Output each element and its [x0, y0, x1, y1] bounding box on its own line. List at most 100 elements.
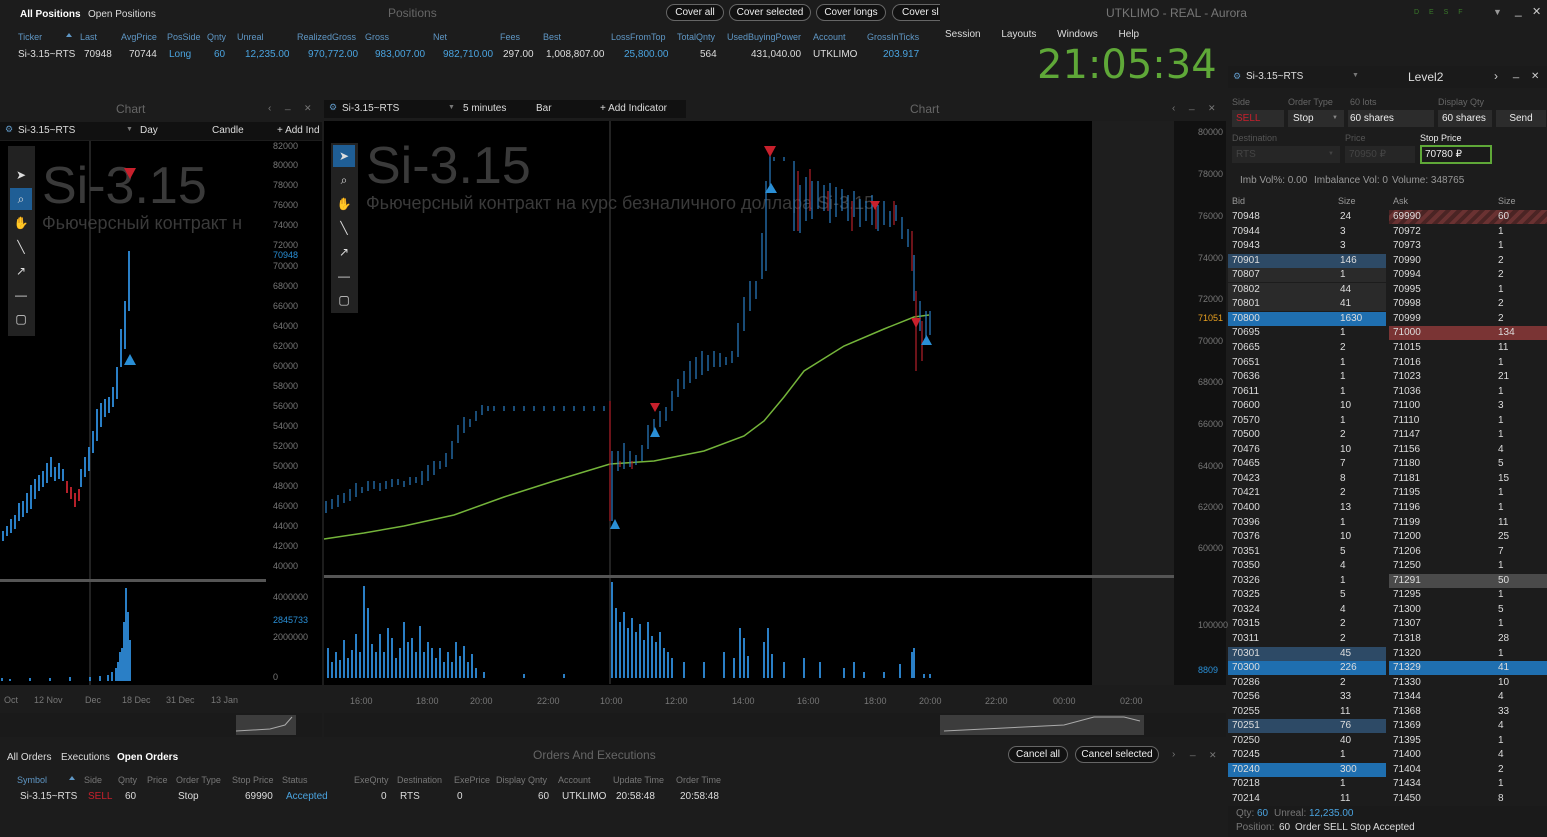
- orderbook-row[interactable]: 70396 1 71199 11: [1228, 515, 1547, 531]
- close-icon[interactable]: ✕: [304, 103, 312, 113]
- orderbook-row[interactable]: 70214 11 71450 8: [1228, 792, 1547, 807]
- orderbook-row[interactable]: 70351 5 71206 7: [1228, 544, 1547, 560]
- chart-main-divider[interactable]: [324, 575, 1226, 578]
- minimize-icon[interactable]: _: [1513, 67, 1520, 79]
- orderbook-row[interactable]: 70807 1 70994 2: [1228, 268, 1547, 283]
- rect-tool-icon[interactable]: ▢: [338, 293, 350, 307]
- minimize-icon[interactable]: _: [1190, 746, 1196, 757]
- orderbook-row[interactable]: 70311 2 71318 28: [1228, 631, 1547, 647]
- col-lossfromtop[interactable]: LossFromTop: [611, 32, 666, 42]
- minimize-icon[interactable]: _: [1515, 3, 1522, 17]
- col-destination[interactable]: Destination: [397, 775, 443, 785]
- orderbook-row[interactable]: 70251 76 71369 4: [1228, 719, 1547, 734]
- col-ticker[interactable]: Ticker: [18, 32, 43, 42]
- orderbook-row[interactable]: 70245 1 71400 4: [1228, 748, 1547, 763]
- col-price[interactable]: Price: [147, 775, 168, 785]
- col-totalqnty[interactable]: TotalQnty: [677, 32, 716, 42]
- line-tool-icon[interactable]: ╲: [340, 221, 348, 235]
- chevron-right-icon[interactable]: ›: [1172, 749, 1176, 760]
- chevron-left-icon[interactable]: ‹: [268, 103, 272, 114]
- chart-main-add-indicator[interactable]: + Add Indicator: [600, 103, 667, 114]
- gear-icon[interactable]: ⚙: [329, 102, 338, 112]
- col-order-type[interactable]: Order Type: [176, 775, 221, 785]
- orderbook-row[interactable]: 70600 10 71100 3: [1228, 399, 1547, 414]
- zoom-tool-icon[interactable]: ⌕: [340, 172, 348, 187]
- tab-open-orders[interactable]: Open Orders: [117, 752, 179, 763]
- chevron-down-icon[interactable]: ▼: [1493, 7, 1502, 17]
- chevron-down-icon[interactable]: ▼: [448, 104, 455, 111]
- orderbook-row[interactable]: 70218 1 71434 1: [1228, 777, 1547, 792]
- col-qnty[interactable]: Qnty: [118, 775, 138, 785]
- orderbook-row[interactable]: 70944 3 70972 1: [1228, 224, 1547, 240]
- orderbook-row[interactable]: 70240 300 71404 2: [1228, 762, 1547, 778]
- orderbook-row[interactable]: 70350 4 71250 1: [1228, 559, 1547, 574]
- chart-main-style[interactable]: Bar: [536, 103, 552, 114]
- send-button[interactable]: Send: [1496, 110, 1546, 127]
- minimize-icon[interactable]: _: [285, 100, 291, 111]
- menu-layouts[interactable]: Layouts: [1001, 29, 1037, 40]
- orderbook-row[interactable]: 70948 24 69990 60: [1228, 210, 1547, 225]
- col-fees[interactable]: Fees: [500, 32, 521, 42]
- orderbook-row[interactable]: 70695 1 71000 134: [1228, 326, 1547, 341]
- close-icon[interactable]: ✕: [1532, 6, 1542, 18]
- order-row[interactable]: Si-3.15~RTS SELL 60 Stop 69990 Accepted …: [0, 790, 760, 804]
- order-type-select[interactable]: Stop ▼: [1288, 110, 1344, 127]
- orderbook-row[interactable]: 70802 44 70995 1: [1228, 282, 1547, 298]
- col-qnty[interactable]: Qnty: [207, 32, 227, 42]
- col-gross[interactable]: Gross: [365, 32, 390, 42]
- col-realizedgross[interactable]: RealizedGross: [297, 32, 357, 42]
- orderbook-row[interactable]: 70256 33 71344 4: [1228, 690, 1547, 705]
- orderbook-row[interactable]: 70301 45 71320 1: [1228, 646, 1547, 662]
- price-input[interactable]: 70950 ₽: [1345, 146, 1415, 163]
- close-icon[interactable]: ✕: [1209, 750, 1217, 760]
- tab-all-orders[interactable]: All Orders: [7, 752, 52, 763]
- orderbook-row[interactable]: 70465 7 71180 5: [1228, 457, 1547, 472]
- orderbook-row[interactable]: 70651 1 71016 1: [1228, 355, 1547, 371]
- orderbook-row[interactable]: 70326 1 71291 50: [1228, 573, 1547, 589]
- col-posside[interactable]: PosSide: [167, 32, 201, 42]
- col-update-time[interactable]: Update Time: [613, 775, 665, 785]
- chart-left-style[interactable]: Candle: [212, 125, 244, 136]
- col-account[interactable]: Account: [558, 775, 591, 785]
- pointer-tool-icon[interactable]: ➤: [15, 168, 27, 182]
- cover-longs-button[interactable]: Cover longs: [816, 4, 886, 21]
- chart-left-interval[interactable]: Day: [140, 125, 158, 136]
- orderbook-row[interactable]: 70943 3 70973 1: [1228, 239, 1547, 254]
- orderbook-row[interactable]: 70286 2 71330 10: [1228, 675, 1547, 691]
- orderbook-row[interactable]: 70665 2 71015 11: [1228, 340, 1547, 356]
- cancel-all-button[interactable]: Cancel all: [1008, 746, 1068, 763]
- cover-shorts-button[interactable]: Cover sl: [892, 4, 940, 21]
- orderbook-row[interactable]: 70801 41 70998 2: [1228, 297, 1547, 312]
- col-bid-size[interactable]: Size: [1338, 196, 1356, 206]
- col-status[interactable]: Status: [282, 775, 308, 785]
- quantity-input[interactable]: 60 shares: [1348, 110, 1434, 127]
- orderbook-row[interactable]: 70400 13 71196 1: [1228, 501, 1547, 516]
- col-last[interactable]: Last: [80, 32, 98, 42]
- hline-tool-icon[interactable]: —: [338, 269, 350, 283]
- col-stop-price[interactable]: Stop Price: [232, 775, 274, 785]
- arrow-tool-icon[interactable]: ↗: [338, 245, 350, 259]
- gear-icon[interactable]: ⚙: [5, 124, 14, 134]
- line-tool-icon[interactable]: ╲: [17, 240, 25, 254]
- col-avgprice[interactable]: AvgPrice: [121, 32, 157, 42]
- display-qty-input[interactable]: 60 shares: [1438, 110, 1492, 127]
- pos-ticker[interactable]: Si-3.15~RTS: [18, 49, 76, 60]
- orderbook-row[interactable]: 70636 1 71023 21: [1228, 370, 1547, 385]
- col-bid[interactable]: Bid: [1232, 196, 1246, 206]
- orderbook-row[interactable]: 70421 2 71195 1: [1228, 486, 1547, 501]
- orderbook-row[interactable]: 70376 10 71200 25: [1228, 530, 1547, 545]
- col-best[interactable]: Best: [543, 32, 562, 42]
- col-symbol[interactable]: Symbol: [17, 775, 48, 785]
- orderbook-row[interactable]: 70500 2 71147 1: [1228, 428, 1547, 443]
- col-exeqnty[interactable]: ExeQnty: [354, 775, 389, 785]
- stop-price-input[interactable]: 70780 ₽: [1420, 145, 1492, 164]
- level2-symbol[interactable]: Si-3.15~RTS: [1246, 71, 1304, 82]
- orderbook-row[interactable]: 70325 5 71295 1: [1228, 588, 1547, 603]
- orderbook-row[interactable]: 70800 1630 70999 2: [1228, 311, 1547, 327]
- hline-tool-icon[interactable]: —: [15, 288, 27, 302]
- cancel-selected-button[interactable]: Cancel selected: [1075, 746, 1159, 763]
- col-usedbuyingpower[interactable]: UsedBuyingPower: [727, 32, 802, 42]
- zoom-tool-icon[interactable]: ⌕: [10, 188, 32, 210]
- close-icon[interactable]: ✕: [1208, 103, 1216, 113]
- pan-tool-icon[interactable]: ✋: [13, 216, 29, 230]
